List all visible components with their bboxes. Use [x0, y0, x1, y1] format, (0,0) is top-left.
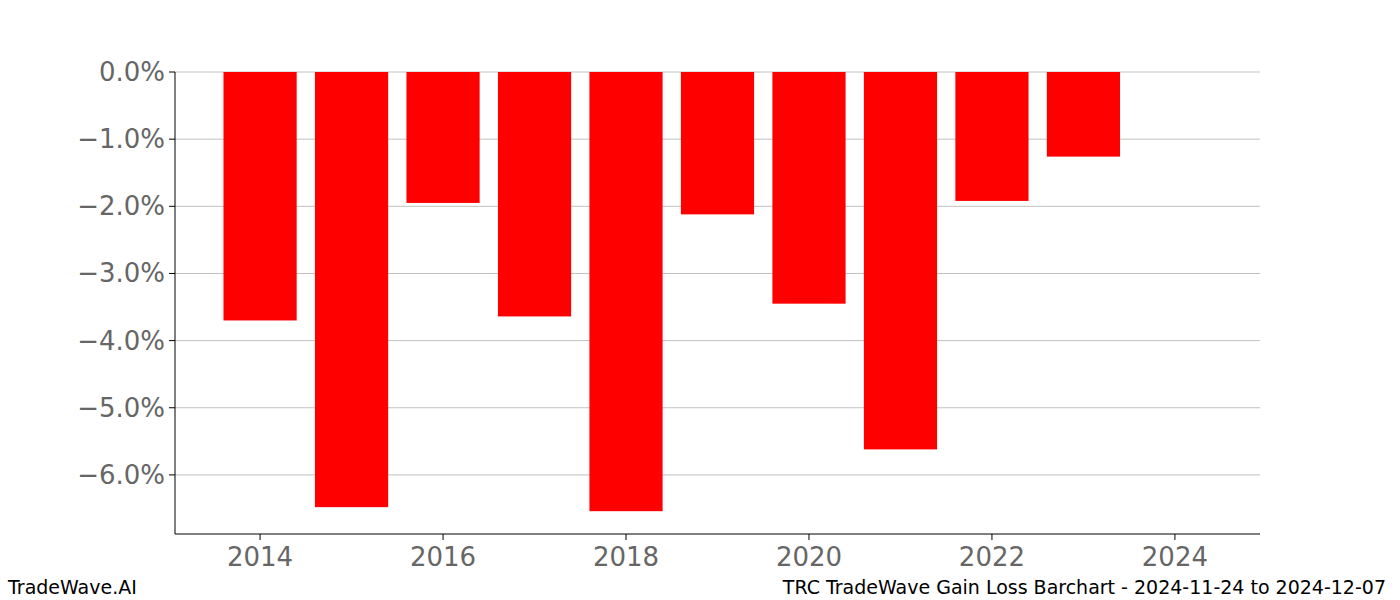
y-axis: [175, 72, 176, 534]
y-tick-label: 0.0%: [99, 57, 165, 87]
x-axis: [175, 534, 1260, 535]
y-tick: [169, 273, 175, 274]
bar: [406, 72, 479, 203]
y-tick: [169, 474, 175, 475]
y-tick-label: −3.0%: [77, 258, 165, 288]
x-tick: [626, 534, 627, 540]
x-tick-label: 2016: [410, 542, 476, 572]
bar: [589, 72, 662, 511]
bar: [772, 72, 845, 304]
x-tick: [260, 534, 261, 540]
x-tick-label: 2014: [227, 542, 293, 572]
x-tick-label: 2020: [776, 542, 842, 572]
y-tick: [169, 206, 175, 207]
x-tick: [1174, 534, 1175, 540]
x-tick-label: 2024: [1142, 542, 1208, 572]
x-tick-label: 2022: [959, 542, 1025, 572]
x-tick: [991, 534, 992, 540]
y-tick: [169, 340, 175, 341]
bar: [955, 72, 1028, 201]
chart: 0.0% −1.0% −2.0% −3.0% −4.0% −5.0% −6.0% 2014 20…: [0, 0, 1400, 600]
y-tick: [169, 407, 175, 408]
bar: [864, 72, 937, 449]
y-tick: [169, 139, 175, 140]
y-tick: [169, 72, 175, 73]
bar: [498, 72, 571, 316]
x-tick-label: 2018: [593, 542, 659, 572]
bar: [223, 72, 296, 320]
y-tick-label: −6.0%: [77, 460, 165, 490]
bar: [681, 72, 754, 214]
y-tick-label: −4.0%: [77, 326, 165, 356]
x-tick: [443, 534, 444, 540]
bars: [223, 72, 1120, 511]
y-tick-label: −1.0%: [77, 124, 165, 154]
y-tick-label: −2.0%: [77, 191, 165, 221]
title: TRC TradeWave Gain Loss Barchart - 2024-…: [782, 576, 1386, 598]
bar: [315, 72, 388, 507]
y-tick-label: −5.0%: [77, 393, 165, 423]
x-tick: [808, 534, 809, 540]
bar: [1047, 72, 1120, 157]
watermark: TradeWave.AI: [7, 576, 137, 598]
